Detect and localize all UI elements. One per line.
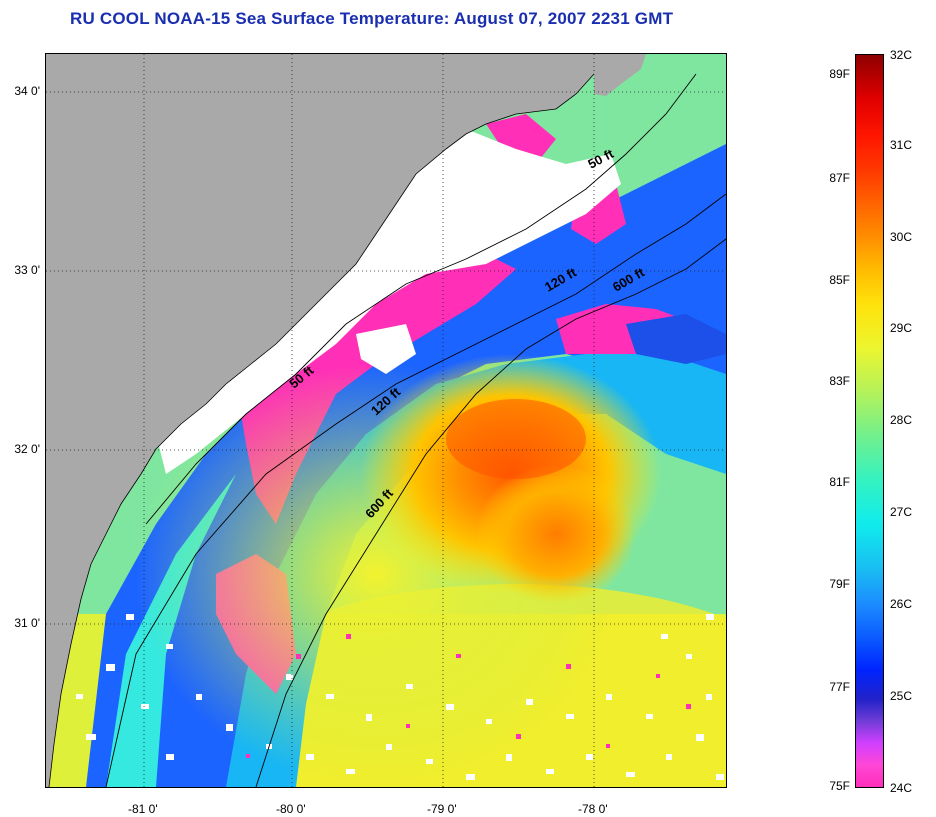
sst-map: 50 ft 120 ft 600 ft 50 ft 120 ft 600 ft xyxy=(45,53,727,788)
cbar-f-75: 75F xyxy=(829,779,850,793)
map-title: RU COOL NOAA-15 Sea Surface Temperature:… xyxy=(70,9,674,28)
land-area xyxy=(46,54,594,787)
cloud-speckles xyxy=(76,614,724,780)
lat-label-32: 32 0' xyxy=(14,442,40,456)
cbar-c-25: 25C xyxy=(890,689,913,703)
cbar-c-29: 29C xyxy=(890,321,913,335)
lat-label-31: 31 0' xyxy=(14,616,40,630)
lon-label-81: -81 0' xyxy=(128,802,158,816)
temperature-colorbar xyxy=(855,54,884,788)
lat-label-34: 34 0' xyxy=(14,84,40,98)
cbar-c-30: 30C xyxy=(890,230,913,244)
isobath-50ft xyxy=(145,73,697,525)
cbar-c-24: 24C xyxy=(890,781,913,795)
cbar-f-85: 85F xyxy=(829,273,850,287)
graticule xyxy=(46,54,726,787)
cbar-f-89: 89F xyxy=(829,67,850,81)
cbar-f-79: 79F xyxy=(829,577,850,591)
cbar-c-32: 32C xyxy=(890,48,913,62)
cbar-f-81: 81F xyxy=(829,475,850,489)
lon-label-80: -80 0' xyxy=(276,802,306,816)
cbar-c-31: 31C xyxy=(890,138,913,152)
coldest-water-patch xyxy=(236,254,516,524)
cbar-c-27: 27C xyxy=(890,505,913,519)
cloud-mask xyxy=(156,129,621,474)
cbar-f-77: 77F xyxy=(829,680,850,694)
lon-label-78: -78 0' xyxy=(578,802,608,816)
lon-label-79: -79 0' xyxy=(427,802,457,816)
isobath-120ft xyxy=(105,193,726,787)
lat-label-33: 33 0' xyxy=(14,263,40,277)
isobath-600ft xyxy=(255,238,726,787)
cbar-f-83: 83F xyxy=(829,374,850,388)
cbar-f-87: 87F xyxy=(829,171,850,185)
cold-speckles xyxy=(246,634,691,758)
coastline xyxy=(48,73,595,787)
cbar-c-26: 26C xyxy=(890,597,913,611)
cbar-c-28: 28C xyxy=(890,413,913,427)
